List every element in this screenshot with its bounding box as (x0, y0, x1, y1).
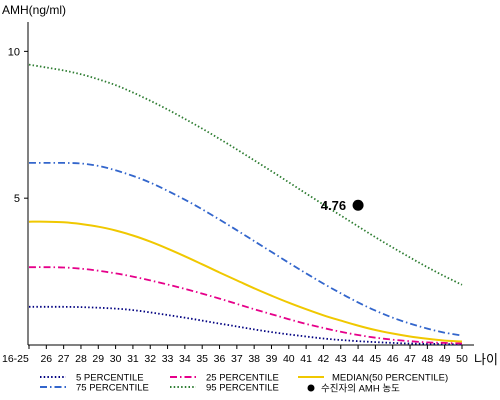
y-axis-label: AMH(ng/ml) (2, 3, 66, 17)
legend-label: 수진자의 AMH 농도 (321, 384, 400, 395)
series-line-25-percentile (28, 266, 463, 345)
x-tick-label: 32 (144, 353, 156, 365)
x-tick-label: 46 (387, 353, 399, 365)
x-tick-label: 40 (283, 353, 295, 365)
legend-label: MEDIAN(50 PERCENTILE) (332, 373, 448, 384)
x-tick-label: 42 (318, 353, 330, 365)
x-tick-label: 28 (75, 353, 87, 365)
series-line-75-percentile (28, 161, 463, 337)
legend: 5 PERCENTILE 25 PERCENTILE MEDIAN(50 PERCE… (40, 373, 448, 395)
x-tick-label: 41 (300, 353, 312, 365)
x-tick-label: 50 (456, 353, 468, 365)
series-line-5-percentile (29, 305, 463, 346)
patient-amh-value-label: 4.76 (321, 198, 346, 213)
y-ticks: 5 10 (8, 46, 28, 205)
x-tick-label: 26 (40, 353, 52, 365)
x-tick-label: 39 (266, 353, 278, 365)
x-tick-label: 33 (162, 353, 174, 365)
x-tick-label: 49 (439, 353, 451, 365)
legend-label: 95 PERCENTILE (206, 383, 279, 394)
series-line-95-percentile (28, 63, 463, 286)
x-tick-label: 44 (352, 353, 364, 365)
series-line-median-50-percentile (28, 220, 463, 343)
y-tick-label: 5 (14, 193, 20, 205)
legend-label: 5 PERCENTILE (76, 373, 144, 384)
x-axis-label: 나이 (474, 352, 498, 367)
patient-amh-marker (352, 199, 364, 211)
legend-label: 75 PERCENTILE (76, 383, 149, 394)
x-tick-label: 38 (248, 353, 260, 365)
legend-marker-swatch (307, 384, 315, 392)
x-tick-label: 16-25 (2, 353, 29, 365)
marker-layer: 4.76 (321, 198, 364, 213)
legend-label: 25 PERCENTILE (206, 373, 279, 384)
x-tick-label: 31 (127, 353, 139, 365)
series-layer (28, 63, 463, 346)
x-tick-label: 45 (370, 353, 382, 365)
x-tick-label: 30 (110, 353, 122, 365)
x-tick-label: 48 (422, 353, 434, 365)
y-tick-label: 10 (8, 46, 20, 58)
x-tick-label: 29 (92, 353, 104, 365)
x-tick-label: 36 (214, 353, 226, 365)
x-tick-label: 34 (179, 353, 191, 365)
x-tick-label: 37 (231, 353, 243, 365)
x-tick-label: 35 (196, 353, 208, 365)
x-tick-label: 47 (404, 353, 416, 365)
x-ticks: 16-25 26 27 28 29 30 31 32 33 34 35 36 37 38 39 40 41 42 4… (2, 345, 468, 365)
x-tick-label: 43 (335, 353, 347, 365)
x-tick-label: 27 (58, 353, 70, 365)
